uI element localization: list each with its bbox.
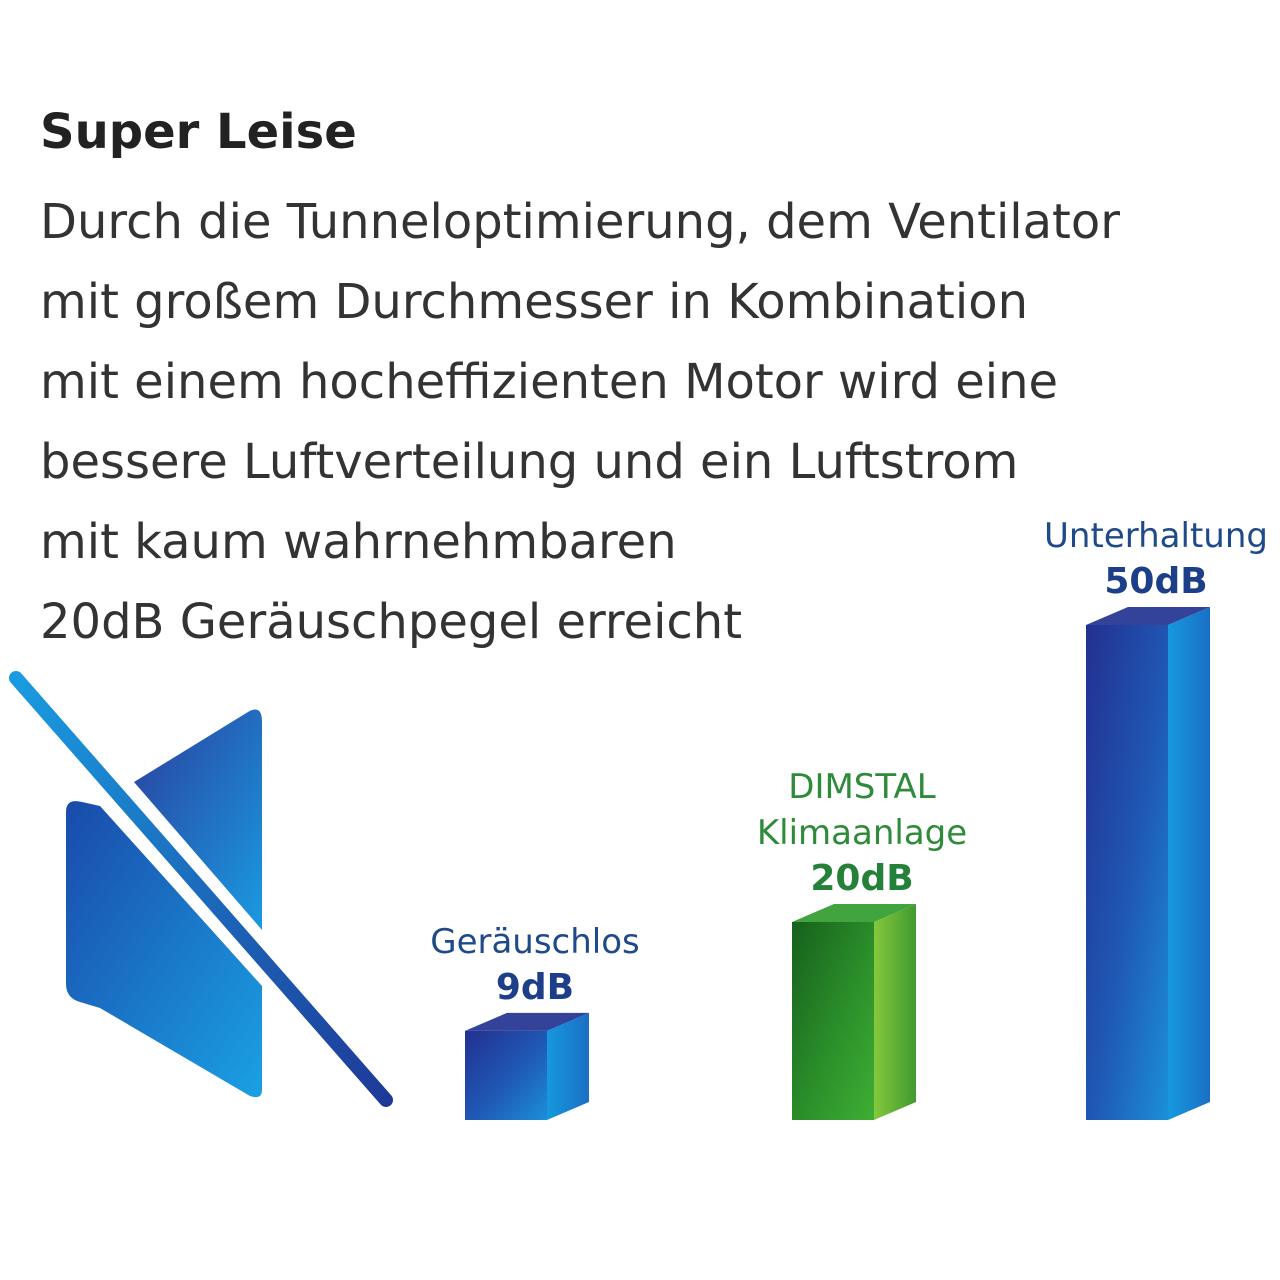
bar-category-label: Unterhaltung: [1044, 516, 1268, 556]
bar-side-face: [1168, 607, 1210, 1120]
speaker-body-shape: [66, 801, 262, 1098]
bar: [1086, 607, 1210, 1120]
description-line: mit einem hocheffizienten Motor wird ein…: [40, 354, 1059, 410]
description-text: Durch die Tunneloptimierung, dem Ventila…: [40, 182, 1120, 662]
heading: Super Leise: [40, 104, 357, 160]
bar-top-face: [465, 1012, 589, 1031]
mute-speaker-icon: [9, 671, 393, 1107]
mute-slash-line: [9, 671, 393, 1107]
bar-top-face: [1086, 607, 1210, 625]
bar: [792, 904, 916, 1120]
description-line: mit großem Durchmesser in Kombination: [40, 274, 1028, 330]
bar-front-face: [465, 1030, 547, 1120]
description-line: Durch die Tunneloptimierung, dem Ventila…: [40, 194, 1120, 250]
bar-front-face: [1086, 625, 1168, 1120]
bar-category-label: Geräuschlos: [430, 922, 640, 962]
description-line: 20dB Geräuschpegel erreicht: [40, 594, 743, 650]
bar-top-face: [792, 904, 916, 922]
bar-side-face: [547, 1012, 589, 1120]
speaker-cone-upper-shape: [134, 709, 262, 930]
bar-category-label: DIMSTAL: [788, 767, 936, 807]
bar: [465, 1012, 589, 1120]
bar-labels-group: 9dB Geräuschlos 20dB Klimaanlage DIMSTAL 50dB…: [430, 516, 1268, 1008]
bar-category-label: Klimaanlage: [757, 813, 967, 853]
bar-value-label: 50dB: [1104, 561, 1207, 602]
bar-front-face: [792, 922, 874, 1120]
bars-group: [465, 607, 1210, 1120]
description-line: mit kaum wahrnehmbaren: [40, 514, 677, 570]
bar-value-label: 20dB: [810, 858, 913, 899]
bar-side-face: [874, 904, 916, 1120]
bar-value-label: 9dB: [496, 967, 574, 1008]
description-line: bessere Luftverteilung und ein Luftstrom: [40, 434, 1019, 490]
